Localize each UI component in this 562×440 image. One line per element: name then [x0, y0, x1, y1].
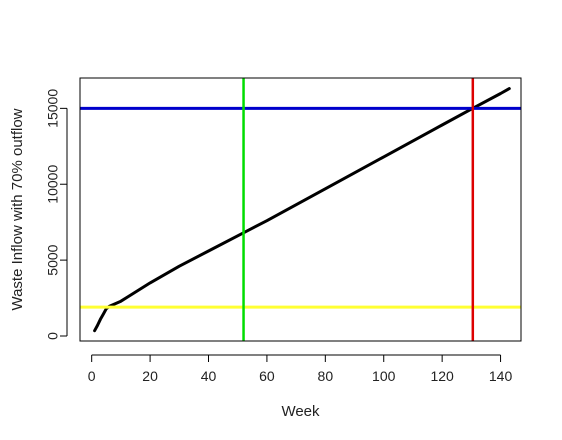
x-tick-label-100: 100 — [372, 368, 396, 384]
x-axis: 0 20 40 60 80 100 120 140 — [88, 354, 513, 384]
plot-frame — [79, 77, 522, 342]
x-tick-label-60: 60 — [259, 368, 275, 384]
plot-area — [79, 77, 522, 342]
y-axis: 0 5000 10000 15000 — [45, 89, 68, 340]
x-tick-label-80: 80 — [318, 368, 334, 384]
x-tick-label-120: 120 — [430, 368, 454, 384]
y-axis-label: Waste Inflow with 70% outflow — [9, 108, 26, 310]
x-tick-label-0: 0 — [88, 368, 96, 384]
series-line-0 — [93, 87, 511, 333]
y-tick-label-15000: 15000 — [45, 89, 61, 128]
x-axis-label: Week — [281, 403, 320, 420]
x-tick-label-20: 20 — [142, 368, 158, 384]
x-tick-label-40: 40 — [201, 368, 217, 384]
y-tick-label-5000: 5000 — [45, 244, 61, 275]
y-tick-label-0: 0 — [45, 332, 61, 340]
y-tick-label-10000: 10000 — [45, 165, 61, 204]
x-tick-label-140: 140 — [489, 368, 513, 384]
